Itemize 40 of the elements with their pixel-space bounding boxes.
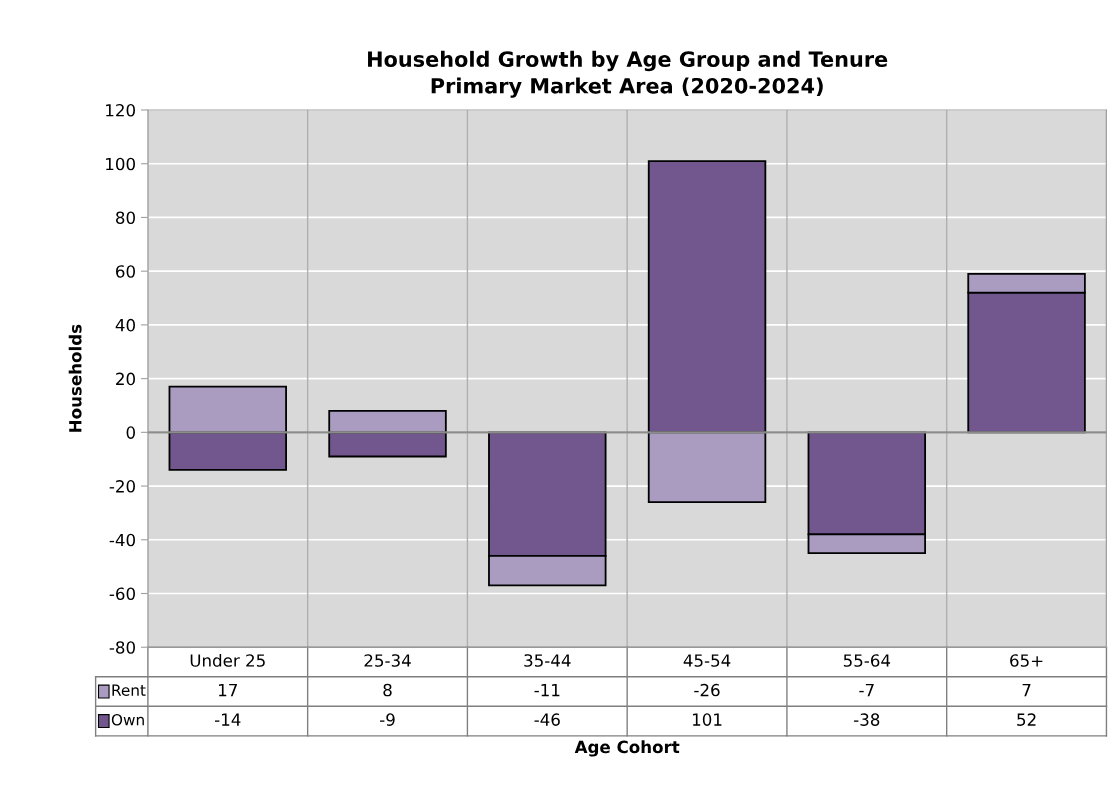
data-label: -14 <box>214 713 241 726</box>
y-axis-title: Households <box>68 324 82 432</box>
data-label: -11 <box>534 683 560 697</box>
data-label: 7 <box>1022 683 1031 697</box>
x-tick-label: Under 25 <box>190 653 265 667</box>
y-tick-label: 40 <box>115 318 135 332</box>
legend-label: Own <box>111 713 144 726</box>
chart-title: Household Growth by Age Group and Tenure Primary Market Area (2020-2024) <box>368 50 888 98</box>
x-tick-label: 65+ <box>1010 654 1043 667</box>
data-label: -38 <box>854 713 880 726</box>
bar <box>647 160 767 434</box>
data-label: -9 <box>380 713 395 726</box>
y-tick-label: -20 <box>109 480 135 493</box>
data-label: -46 <box>534 713 560 726</box>
y-tick-label: -40 <box>109 533 135 547</box>
bar <box>647 431 767 504</box>
data-label: 8 <box>383 683 392 697</box>
bar <box>168 385 287 434</box>
legend-label: Rent <box>112 684 146 696</box>
x-axis-title: Age Cohort <box>574 740 680 757</box>
y-tick-label: -60 <box>109 587 135 601</box>
data-label: -7 <box>859 683 874 697</box>
bar <box>328 409 447 434</box>
data-label: -26 <box>694 683 720 697</box>
bar <box>168 431 287 471</box>
x-tick-label: 35-44 <box>524 654 571 667</box>
bar <box>328 431 447 458</box>
x-tick-label: 25-34 <box>364 654 411 667</box>
y-tick-label: -80 <box>109 641 135 654</box>
y-tick-label: 20 <box>116 372 135 386</box>
data-label: 52 <box>1017 713 1036 726</box>
y-tick-label: 80 <box>116 211 135 225</box>
x-tick-label: 55-64 <box>843 654 891 667</box>
x-tick-label: 45-54 <box>683 654 731 667</box>
y-tick-label: 100 <box>106 157 135 171</box>
data-label: 101 <box>692 713 722 726</box>
data-label: 17 <box>219 683 237 697</box>
y-tick-label: 120 <box>106 103 135 117</box>
y-tick-label: 60 <box>116 265 135 278</box>
y-tick-label: 0 <box>126 426 135 439</box>
